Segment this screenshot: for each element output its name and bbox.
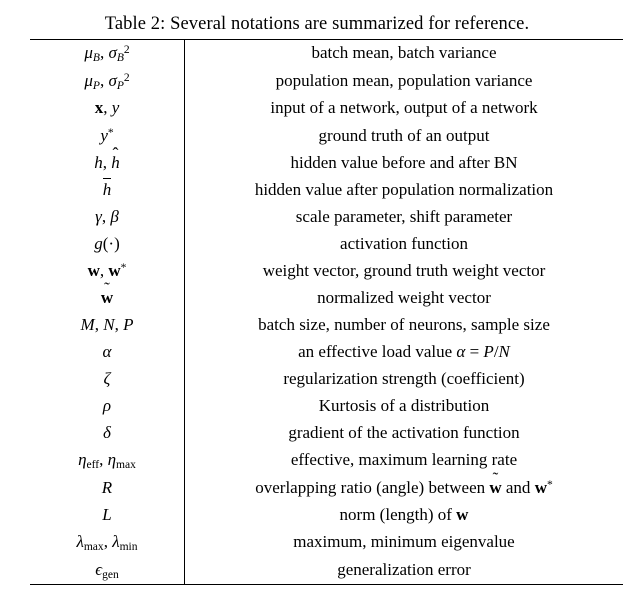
table-row: γ, βscale parameter, shift parameter: [30, 204, 623, 231]
notation-description: population mean, population variance: [185, 68, 624, 96]
notation-table: μB, σB2batch mean, batch varianceμP, σP2…: [30, 39, 623, 585]
table-row: wnormalized weight vector: [30, 285, 623, 312]
notation-description: hidden value before and after BN: [185, 149, 624, 176]
notation-symbol: M, N, P: [30, 312, 185, 339]
notation-symbol: γ, β: [30, 204, 185, 231]
notation-description: effective, maximum learning rate: [185, 447, 624, 475]
notation-description: hidden value after population normalizat…: [185, 177, 624, 204]
notation-description: gradient of the activation function: [185, 420, 624, 447]
notation-description: generalization error: [185, 556, 624, 584]
notation-description: an effective load value α = P/N: [185, 339, 624, 366]
notation-description: maximum, minimum eigenvalue: [185, 529, 624, 557]
notation-symbol: x, y: [30, 95, 185, 122]
notation-description: normalized weight vector: [185, 285, 624, 312]
table-row: w, w*weight vector, ground truth weight …: [30, 258, 623, 285]
table-row: x, yinput of a network, output of a netw…: [30, 95, 623, 122]
table-row: ϵgengeneralization error: [30, 556, 623, 584]
notation-symbol: δ: [30, 420, 185, 447]
table-row: μP, σP2population mean, population varia…: [30, 68, 623, 96]
table-row: Roverlapping ratio (angle) between w and…: [30, 475, 623, 502]
notation-symbol: ζ: [30, 366, 185, 393]
table-row: hhidden value after population normaliza…: [30, 177, 623, 204]
notation-symbol: ϵgen: [30, 556, 185, 584]
table-caption: Table 2: Several notations are summarize…: [30, 14, 604, 35]
notation-symbol: g(·): [30, 231, 185, 258]
table-row: h, hhidden value before and after BN: [30, 149, 623, 176]
table-row: λmax, λminmaximum, minimum eigenvalue: [30, 529, 623, 557]
notation-symbol: h, h: [30, 149, 185, 176]
notation-symbol: R: [30, 475, 185, 502]
notation-symbol: α: [30, 339, 185, 366]
notation-description: norm (length) of w: [185, 502, 624, 529]
table-row: ζregularization strength (coefficient): [30, 366, 623, 393]
table-row: y*ground truth of an output: [30, 122, 623, 149]
table-row: Lnorm (length) of w: [30, 502, 623, 529]
notation-description: overlapping ratio (angle) between w and …: [185, 475, 624, 502]
notation-description: batch mean, batch variance: [185, 40, 624, 68]
table-row: μB, σB2batch mean, batch variance: [30, 40, 623, 68]
notation-description: ground truth of an output: [185, 122, 624, 149]
notation-symbol: ρ: [30, 393, 185, 420]
notation-symbol: y*: [30, 122, 185, 149]
table-row: ρKurtosis of a distribution: [30, 393, 623, 420]
table-row: δgradient of the activation function: [30, 420, 623, 447]
notation-symbol: μP, σP2: [30, 68, 185, 96]
table-row: ηeff, ηmaxeffective, maximum learning ra…: [30, 447, 623, 475]
notation-description: weight vector, ground truth weight vecto…: [185, 258, 624, 285]
notation-symbol: L: [30, 502, 185, 529]
notation-symbol: ηeff, ηmax: [30, 447, 185, 475]
table-row: M, N, Pbatch size, number of neurons, sa…: [30, 312, 623, 339]
notation-symbol: w: [30, 285, 185, 312]
notation-symbol: λmax, λmin: [30, 529, 185, 557]
notation-description: activation function: [185, 231, 624, 258]
notation-description: scale parameter, shift parameter: [185, 204, 624, 231]
notation-symbol: μB, σB2: [30, 40, 185, 68]
page: Table 2: Several notations are summarize…: [0, 0, 634, 596]
table-row: g(·)activation function: [30, 231, 623, 258]
notation-description: batch size, number of neurons, sample si…: [185, 312, 624, 339]
table-row: αan effective load value α = P/N: [30, 339, 623, 366]
notation-description: input of a network, output of a network: [185, 95, 624, 122]
notation-symbol: h: [30, 177, 185, 204]
notation-description: Kurtosis of a distribution: [185, 393, 624, 420]
notation-description: regularization strength (coefficient): [185, 366, 624, 393]
